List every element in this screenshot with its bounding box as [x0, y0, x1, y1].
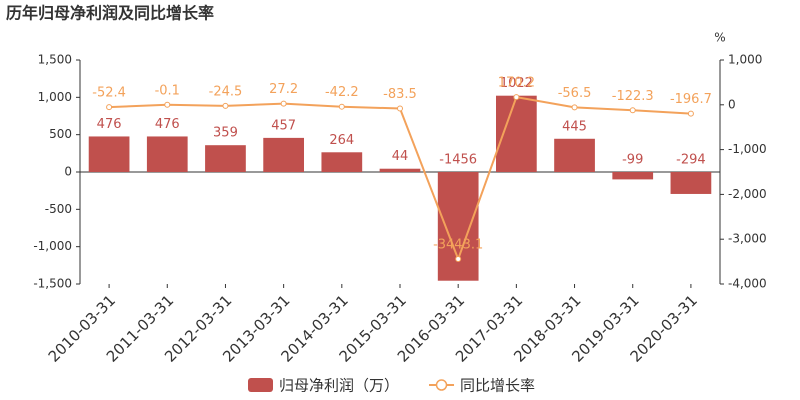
bar — [88, 136, 130, 172]
chart-title: 历年归母净利润及同比增长率 — [6, 4, 214, 23]
bar-value-label: 359 — [213, 126, 238, 141]
bar — [146, 136, 188, 172]
line-value-label: -56.5 — [558, 86, 592, 101]
legend-swatch — [435, 379, 448, 391]
legend-label: 归母净利润（万） — [279, 377, 399, 395]
bar-value-label: 476 — [97, 117, 122, 132]
line-point — [222, 102, 229, 109]
line-point — [455, 256, 462, 263]
line-value-label: -122.3 — [612, 89, 654, 104]
y2-axis-label: % — [714, 31, 725, 45]
line-value-label: -42.2 — [325, 85, 359, 100]
bar — [263, 137, 304, 172]
legend-swatch — [248, 378, 273, 392]
bar-value-label: 264 — [329, 133, 354, 148]
bar — [496, 95, 537, 172]
y2-tick-label: 1,000 — [728, 53, 762, 67]
line-point — [164, 101, 171, 108]
line-point — [397, 105, 403, 112]
line-value-label: -0.1 — [155, 83, 180, 98]
bar — [321, 152, 363, 172]
line-point — [280, 100, 287, 107]
y-tick-label: 1,500 — [38, 53, 72, 67]
line-value-label: -83.5 — [383, 87, 417, 102]
y-tick-label: 0 — [64, 165, 72, 179]
bar — [205, 145, 246, 172]
line-value-label: 170.2 — [498, 76, 535, 91]
y-tick-label: -1,000 — [33, 239, 72, 253]
bar-value-label: -1456 — [439, 153, 477, 168]
bar — [612, 172, 654, 180]
y-tick-label: -1,500 — [33, 277, 72, 291]
y2-tick-label: -1,000 — [728, 142, 767, 156]
bar-value-label: 476 — [155, 117, 180, 132]
bar-value-label: -99 — [622, 153, 643, 168]
legend-label: 同比增长率 — [460, 377, 535, 395]
line-value-label: -196.7 — [670, 92, 712, 107]
bar-value-label: 1022 — [500, 76, 533, 91]
bar — [670, 172, 712, 194]
line-value-label: 27.2 — [269, 82, 298, 97]
line-point — [513, 94, 520, 101]
y2-tick-label: -4,000 — [728, 277, 767, 291]
y2-tick-label: 0 — [728, 97, 736, 111]
bar-value-label: -294 — [676, 153, 706, 168]
line-value-label: -24.5 — [209, 84, 243, 99]
line-value-label: -52.4 — [92, 86, 126, 101]
bar-value-label: 445 — [562, 119, 587, 134]
y-tick-label: -500 — [45, 202, 72, 216]
y2-tick-label: -2,000 — [728, 187, 767, 201]
line-point — [687, 110, 694, 117]
line-point — [338, 103, 345, 110]
bar — [554, 138, 595, 172]
bar-value-label: 457 — [271, 118, 296, 133]
bar-value-label: 44 — [392, 149, 409, 164]
line-point — [571, 104, 578, 111]
bar — [437, 172, 479, 281]
y2-tick-label: -3,000 — [728, 232, 767, 246]
line-point — [629, 107, 636, 114]
line-value-label: -3443.1 — [433, 238, 483, 253]
line — [109, 96, 691, 262]
y-tick-label: 500 — [49, 127, 72, 141]
line-point — [106, 104, 113, 111]
bar — [379, 168, 421, 172]
y-tick-label: 1,000 — [38, 90, 72, 104]
